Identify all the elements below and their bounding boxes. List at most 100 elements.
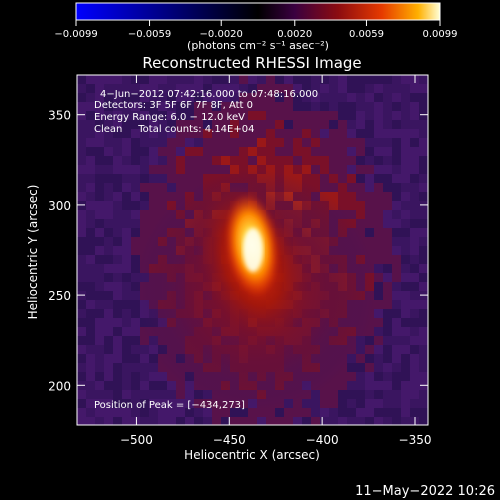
heatmap-pixel <box>212 138 221 147</box>
heatmap-pixel <box>131 201 140 210</box>
heatmap-pixel <box>113 192 122 201</box>
heatmap-pixel <box>266 147 275 156</box>
heatmap-pixel <box>95 228 104 237</box>
heatmap-pixel <box>410 174 419 183</box>
heatmap-pixel <box>113 147 122 156</box>
heatmap-pixel <box>158 381 167 390</box>
heatmap-pixel <box>95 147 104 156</box>
heatmap-pixel <box>167 372 176 381</box>
heatmap-pixel <box>221 75 230 84</box>
heatmap-pixel <box>392 210 401 219</box>
heatmap-pixel <box>158 93 167 102</box>
heatmap-pixel <box>365 390 374 399</box>
heatmap-pixel <box>149 372 158 381</box>
heatmap-pixel <box>176 399 185 408</box>
heatmap-pixel <box>230 120 239 129</box>
heatmap-pixel <box>158 156 167 165</box>
heatmap-pixel <box>122 192 131 201</box>
heatmap-pixel <box>122 165 131 174</box>
heatmap-pixel <box>248 102 257 111</box>
heatmap-pixel <box>347 120 356 129</box>
heatmap-pixel <box>266 129 275 138</box>
heatmap-pixel <box>365 111 374 120</box>
heatmap-pixel <box>203 174 212 183</box>
heatmap-pixel <box>104 318 113 327</box>
heatmap-pixel <box>392 300 401 309</box>
heatmap-pixel <box>122 201 131 210</box>
heatmap-pixel <box>365 363 374 372</box>
heatmap-pixel <box>194 138 203 147</box>
heatmap-pixel <box>140 354 149 363</box>
heatmap-pixel <box>410 354 419 363</box>
heatmap-pixel <box>203 75 212 84</box>
heatmap-pixel <box>95 75 104 84</box>
heatmap-pixel <box>365 75 374 84</box>
heatmap-pixel <box>140 417 149 425</box>
heatmap-pixel <box>131 255 140 264</box>
heatmap-pixel <box>212 156 221 165</box>
heatmap-pixel <box>113 75 122 84</box>
heatmap-pixel <box>113 345 122 354</box>
heatmap-pixel <box>176 390 185 399</box>
heatmap-pixel <box>248 120 257 129</box>
heatmap-pixel <box>410 309 419 318</box>
heatmap-pixel <box>311 75 320 84</box>
heatmap-pixel <box>365 102 374 111</box>
heatmap-pixel <box>365 84 374 93</box>
heatmap-pixel <box>131 147 140 156</box>
heatmap-pixel <box>185 174 194 183</box>
heatmap-pixel <box>329 147 338 156</box>
heatmap-pixel <box>230 147 239 156</box>
heatmap-pixel <box>410 228 419 237</box>
heatmap-pixel <box>392 102 401 111</box>
heatmap-pixel <box>392 129 401 138</box>
heatmap-pixel <box>383 201 392 210</box>
heatmap-pixel <box>320 147 329 156</box>
annotation-total-counts: Clean Total counts: 4.14E+04 <box>94 124 254 135</box>
heatmap-pixel <box>419 165 428 174</box>
heatmap-pixel <box>122 372 131 381</box>
heatmap-pixel <box>203 120 212 129</box>
heatmap-pixel <box>158 408 167 417</box>
heatmap-pixel <box>212 417 221 425</box>
heatmap-pixel <box>347 84 356 93</box>
heatmap-pixel <box>95 282 104 291</box>
heatmap-pixel <box>158 138 167 147</box>
heatmap-pixel <box>284 129 293 138</box>
heatmap-pixel <box>383 282 392 291</box>
heatmap-pixel <box>401 192 410 201</box>
heatmap-pixel <box>86 192 95 201</box>
heatmap-pixel <box>365 138 374 147</box>
heatmap-pixel <box>356 111 365 120</box>
heatmap-pixel <box>347 390 356 399</box>
heatmap-pixel <box>176 147 185 156</box>
heatmap-pixel <box>95 309 104 318</box>
heatmap-pixel <box>104 228 113 237</box>
heatmap-pixel <box>95 336 104 345</box>
heatmap-pixel <box>122 273 131 282</box>
heatmap-pixel <box>86 354 95 363</box>
heatmap-pixel <box>167 183 176 192</box>
heatmap-pixel <box>293 399 302 408</box>
heatmap-pixel <box>419 417 428 425</box>
heatmap-pixel <box>374 192 383 201</box>
heatmap-pixel <box>338 147 347 156</box>
heatmap-pixel <box>401 237 410 246</box>
heatmap-pixel <box>131 75 140 84</box>
heatmap-pixel <box>374 228 383 237</box>
heatmap-pixel <box>230 84 239 93</box>
heatmap-pixel <box>104 417 113 425</box>
heatmap-pixel <box>383 138 392 147</box>
heatmap-pixel <box>401 354 410 363</box>
heatmap-pixel <box>257 75 266 84</box>
heatmap-pixel <box>401 390 410 399</box>
heatmap-pixel <box>410 282 419 291</box>
heatmap-pixel <box>203 138 212 147</box>
heatmap-pixel <box>140 201 149 210</box>
heatmap-pixel <box>185 408 194 417</box>
heatmap-pixel <box>95 372 104 381</box>
heatmap-pixel <box>194 156 203 165</box>
heatmap-pixel <box>95 129 104 138</box>
heatmap-pixel <box>104 183 113 192</box>
heatmap-pixel <box>419 309 428 318</box>
